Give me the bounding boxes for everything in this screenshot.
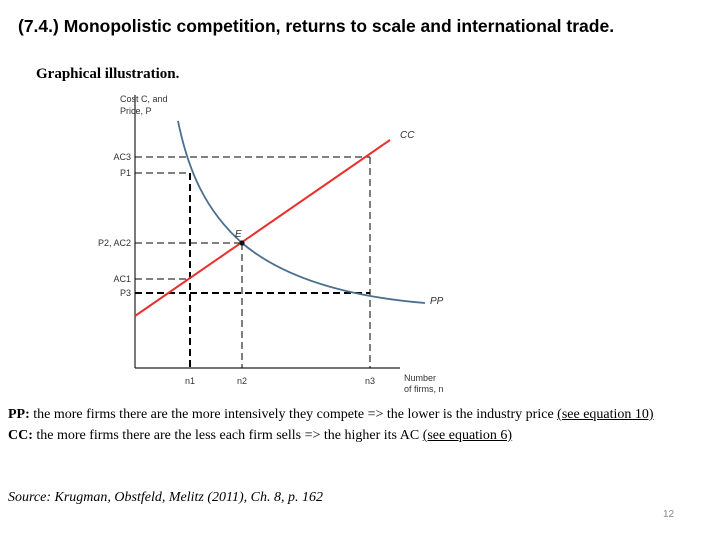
cc-label: CC [400, 130, 415, 141]
page-title: (7.4.) Monopolistic competition, returns… [18, 16, 615, 36]
curve-descriptions: PP: the more firms there are the more in… [8, 404, 698, 446]
y-axis-label-line2: Price, P [120, 106, 152, 116]
y-tick-p1: P1 [120, 168, 131, 178]
x-tick-n1: n1 [185, 376, 195, 386]
pp-curve [177, 120, 426, 304]
y-tick-ac3: AC3 [113, 152, 131, 162]
pp-equation-link[interactable]: (see equation 10) [557, 407, 654, 422]
pp-label: PP [430, 296, 444, 307]
cc-description-label: CC: [8, 428, 33, 443]
pp-description-label: PP: [8, 407, 30, 422]
pp-description: PP: the more firms there are the more in… [8, 404, 698, 425]
cc-description: CC: the more firms there are the less ea… [8, 425, 698, 446]
x-tick-n3: n3 [365, 376, 375, 386]
figure-subtitle: Graphical illustration. [36, 66, 180, 82]
y-tick-p3: P3 [120, 288, 131, 298]
cc-curve [134, 139, 391, 317]
pp-description-text: the more firms there are the more intens… [29, 407, 558, 422]
page-number: 12 [663, 509, 675, 520]
y-axis-label-line1: Cost C, and [120, 94, 168, 104]
source-citation: Source: Krugman, Obstfeld, Melitz (2011)… [8, 490, 323, 505]
cc-description-text: the more firms there are the less each f… [32, 428, 423, 443]
y-tick-ac1: AC1 [113, 274, 131, 284]
equilibrium-label: E [235, 229, 242, 240]
x-axis-label-line1: Number [404, 373, 436, 383]
equilibrium-point [239, 240, 245, 246]
x-axis-label-line2: of firms, n [404, 384, 444, 394]
cc-equation-link[interactable]: (see equation 6) [422, 428, 513, 443]
equilibrium-diagram: Cost C, and Price, P Number of firms, n … [98, 94, 444, 394]
x-tick-n2: n2 [237, 376, 247, 386]
y-tick-p2-ac2: P2, AC2 [98, 238, 131, 248]
